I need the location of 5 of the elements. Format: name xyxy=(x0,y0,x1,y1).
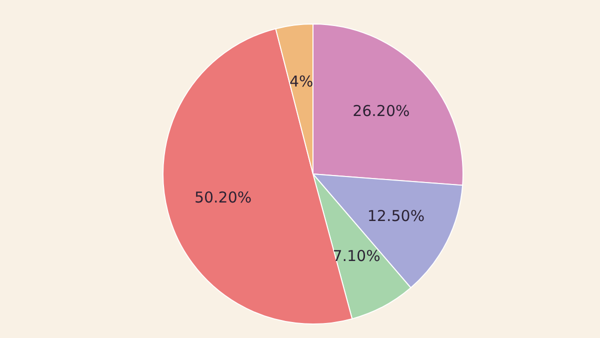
data-label: 4% xyxy=(289,72,314,91)
data-label: 12.50% xyxy=(367,206,425,225)
data-label: 26.20% xyxy=(352,102,410,120)
data-label: 7.10% xyxy=(332,247,380,266)
data-label: 50.20% xyxy=(194,188,252,207)
